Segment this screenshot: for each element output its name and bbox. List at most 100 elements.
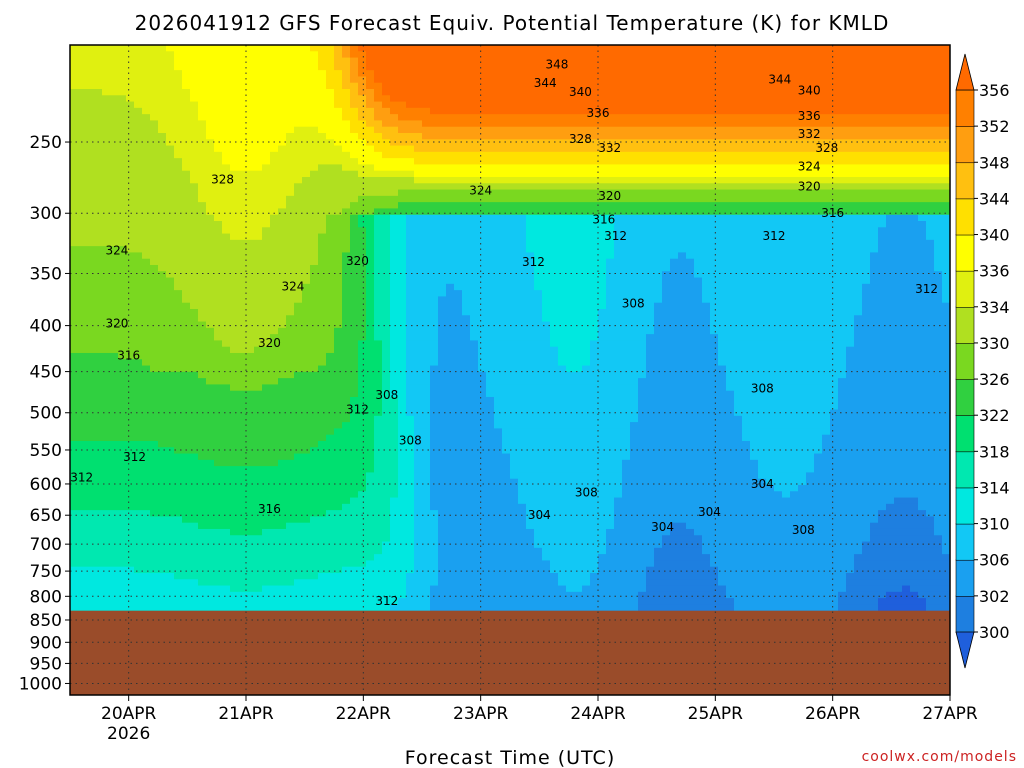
field-cell <box>374 57 383 65</box>
field-cell <box>254 57 263 65</box>
field-cell <box>174 277 183 285</box>
field-cell <box>278 340 287 348</box>
field-cell <box>382 45 391 52</box>
field-cell <box>278 220 287 228</box>
field-cell <box>374 271 383 279</box>
field-cell <box>78 101 87 109</box>
field-cell <box>286 70 295 78</box>
field-cell <box>406 472 415 480</box>
field-cell <box>134 472 143 480</box>
field-cell <box>158 164 167 172</box>
field-cell <box>326 365 335 373</box>
field-cell <box>166 308 175 316</box>
field-cell <box>174 170 183 178</box>
field-cell <box>430 396 439 404</box>
field-cell <box>238 365 247 373</box>
field-cell <box>174 403 183 411</box>
field-cell <box>270 101 279 109</box>
field-cell <box>366 176 375 184</box>
field-cell <box>94 510 103 518</box>
field-cell <box>278 591 287 599</box>
field-cell <box>102 510 111 518</box>
field-cell <box>414 459 423 467</box>
field-cell <box>78 45 87 52</box>
field-cell <box>118 415 127 423</box>
field-cell <box>326 176 335 184</box>
field-cell <box>398 227 407 235</box>
field-cell <box>326 239 335 247</box>
field-cell <box>94 202 103 210</box>
field-cell <box>374 478 383 486</box>
field-cell <box>286 302 295 310</box>
field-cell <box>414 371 423 379</box>
field-cell <box>214 151 223 159</box>
field-cell <box>310 151 319 159</box>
field-cell <box>406 566 415 574</box>
field-cell <box>86 428 95 436</box>
field-cell <box>422 428 431 436</box>
field-cell <box>294 585 303 593</box>
field-cell <box>142 378 151 386</box>
field-cell <box>390 346 399 354</box>
field-cell <box>86 220 95 228</box>
field-cell <box>238 126 247 134</box>
field-cell <box>182 302 191 310</box>
field-cell <box>254 220 263 228</box>
field-cell <box>430 214 439 222</box>
field-cell <box>382 478 391 486</box>
field-cell <box>294 340 303 348</box>
field-cell <box>326 95 335 103</box>
field-cell <box>206 239 215 247</box>
field-cell <box>198 214 207 222</box>
field-cell <box>374 352 383 360</box>
field-cell <box>342 491 351 499</box>
field-cell <box>222 114 231 122</box>
field-cell <box>190 82 199 90</box>
field-cell <box>102 176 111 184</box>
field-cell <box>94 466 103 474</box>
field-cell <box>486 195 495 203</box>
field-cell <box>94 45 103 52</box>
field-cell <box>94 390 103 398</box>
field-cell <box>462 415 471 423</box>
field-cell <box>70 95 79 103</box>
field-cell <box>494 371 503 379</box>
field-cell <box>350 139 359 147</box>
field-cell <box>174 308 183 316</box>
field-cell <box>246 390 255 398</box>
field-cell <box>190 434 199 442</box>
field-cell <box>478 378 487 386</box>
field-cell <box>342 396 351 404</box>
field-cell <box>350 258 359 266</box>
field-cell <box>486 290 495 298</box>
field-cell <box>182 384 191 392</box>
field-cell <box>214 208 223 216</box>
field-cell <box>334 57 343 65</box>
field-cell <box>254 472 263 480</box>
field-cell <box>326 208 335 216</box>
field-cell <box>510 271 519 279</box>
field-cell <box>406 409 415 417</box>
field-cell <box>366 346 375 354</box>
field-cell <box>294 176 303 184</box>
field-cell <box>110 214 119 222</box>
field-cell <box>190 151 199 159</box>
field-cell <box>510 70 519 78</box>
field-cell <box>230 308 239 316</box>
field-cell <box>358 214 367 222</box>
field-cell <box>406 440 415 448</box>
field-cell <box>102 428 111 436</box>
field-cell <box>486 126 495 134</box>
field-cell <box>470 183 479 191</box>
field-cell <box>478 315 487 323</box>
field-cell <box>390 126 399 134</box>
field-cell <box>238 296 247 304</box>
field-cell <box>86 283 95 291</box>
field-cell <box>134 390 143 398</box>
field-cell <box>374 384 383 392</box>
field-cell <box>174 183 183 191</box>
field-cell <box>454 390 463 398</box>
field-cell <box>262 478 271 486</box>
field-cell <box>118 359 127 367</box>
field-cell <box>358 290 367 298</box>
